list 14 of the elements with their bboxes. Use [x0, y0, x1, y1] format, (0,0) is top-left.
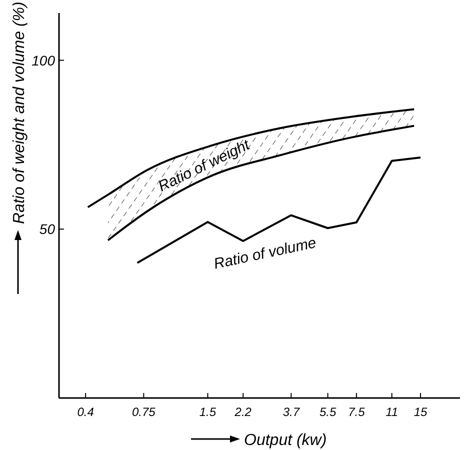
- x-tick-label: 1.5: [199, 405, 216, 419]
- x-tick-label: 11: [386, 405, 398, 419]
- x-tick-label: 0.75: [132, 405, 156, 419]
- y-tick-label: 50: [39, 221, 56, 238]
- y-tick-label: 100: [32, 52, 56, 68]
- x-tick-label: 2.2: [234, 405, 252, 419]
- x-tick-label: 7.5: [348, 405, 366, 419]
- x-tick-label: 0.4: [77, 405, 94, 419]
- y-axis-title: Ratio of weight and volume (%): [11, 2, 28, 224]
- x-axis-title: Output (kw): [244, 432, 327, 449]
- x-tick-label: 3.7: [282, 405, 301, 419]
- x-tick-label: 5.5: [319, 405, 336, 419]
- x-tick-label: 15: [414, 405, 428, 419]
- text: Ratio of volume: [212, 234, 318, 273]
